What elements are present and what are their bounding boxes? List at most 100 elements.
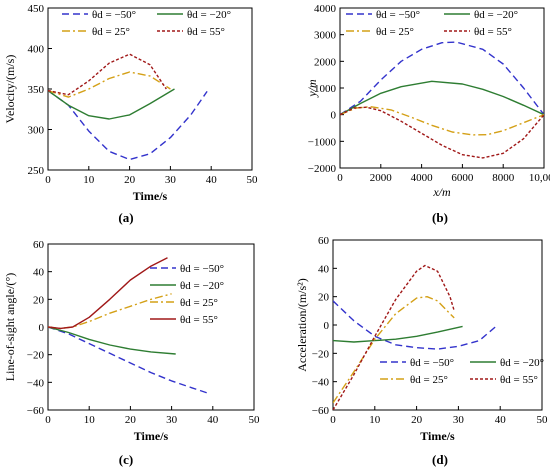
series-line-3 — [48, 53, 167, 96]
x-tick-label: 40 — [495, 414, 507, 426]
legend-label: θd = 55° — [187, 26, 225, 38]
y-tick-label: −40 — [312, 377, 330, 389]
legend-label: θd = 25° — [180, 297, 218, 309]
x-tick-label: 0 — [337, 172, 343, 184]
x-tick-label: 30 — [165, 174, 177, 186]
x-axis-title: Time/s — [134, 429, 169, 443]
legend-label: θd = −50° — [180, 263, 224, 275]
legend-label: θd = 55° — [500, 374, 538, 386]
x-tick-label: 10 — [369, 414, 381, 426]
y-tick-label: 0 — [39, 322, 45, 334]
y-tick-label: 2000 — [314, 56, 337, 68]
series-line-1 — [48, 88, 175, 120]
series-line-3 — [333, 264, 455, 410]
legend-label: θd = 25° — [376, 26, 414, 38]
x-axis-title: x/m — [432, 185, 451, 199]
chart-panel-a: 0 10 20 30 40 50 250 300 350 400 450 Time/s Velocity… — [3, 3, 258, 203]
x-tick-label: 10,000 — [529, 172, 550, 184]
x-tick-label: 50 — [247, 174, 259, 186]
y-axis-title: Acceleration/(m/s²) — [295, 278, 309, 372]
y-tick-label: −60 — [27, 405, 45, 417]
x-axis-title: Time/s — [420, 429, 455, 443]
x-tick-label: 20 — [125, 414, 137, 426]
y-tick-label: 250 — [28, 165, 45, 177]
y-tick-label: −40 — [27, 377, 45, 389]
series-line-3 — [340, 106, 544, 159]
x-tick-label: 0 — [45, 414, 51, 426]
y-axis-title: Line-of-sight angle/(°) — [3, 273, 17, 381]
series-line-0 — [340, 41, 544, 116]
legend-label: θd = −20° — [187, 9, 231, 21]
legend-label: θd = −20° — [500, 357, 544, 369]
legend-label: θd = −20° — [474, 9, 518, 21]
x-tick-label: 30 — [166, 414, 178, 426]
y-tick-label: 60 — [33, 239, 45, 251]
x-tick-label: 8000 — [492, 172, 515, 184]
x-tick-label: 4000 — [411, 172, 434, 184]
x-tick-label: 6000 — [451, 172, 474, 184]
y-tick-label: 400 — [28, 44, 45, 56]
y-tick-label: −2000 — [308, 163, 337, 175]
chart-panel-b: 0 2000 4000 6000 8000 10,000 −2000 −1000 0 1000 20… — [305, 3, 550, 199]
x-tick-label: 2000 — [370, 172, 393, 184]
series-line-1 — [340, 80, 544, 116]
x-tick-label: 50 — [537, 414, 549, 426]
panel-label: (a) — [118, 210, 133, 225]
y-tick-label: 0 — [331, 110, 337, 122]
legend-label: θd = 55° — [180, 314, 218, 326]
x-tick-label: 30 — [453, 414, 465, 426]
legend-label: θd = 25° — [410, 374, 448, 386]
y-axis-title: Velocity/(m/s) — [3, 55, 17, 124]
y-tick-label: 450 — [28, 3, 45, 15]
series-line-2 — [340, 106, 544, 136]
y-tick-label: 3000 — [314, 30, 337, 42]
series-line-2 — [48, 71, 171, 98]
legend-label: θd = −20° — [180, 280, 224, 292]
y-tick-label: 350 — [28, 84, 45, 96]
x-tick-label: 50 — [249, 414, 261, 426]
x-tick-label: 20 — [124, 174, 136, 186]
x-tick-label: 40 — [206, 174, 218, 186]
plot-frame — [339, 7, 545, 169]
series-line-2 — [48, 293, 172, 330]
y-tick-label: 300 — [28, 125, 45, 137]
y-tick-label: 20 — [318, 292, 330, 304]
series-line-0 — [48, 90, 208, 161]
series-line-2 — [333, 296, 455, 404]
panel-label: (c) — [119, 452, 133, 467]
series-line-3 — [48, 257, 168, 330]
x-tick-label: 0 — [330, 414, 336, 426]
y-tick-label: −1000 — [308, 136, 337, 148]
series-line-0 — [333, 300, 497, 350]
x-tick-label: 10 — [83, 174, 95, 186]
y-tick-label: 40 — [318, 263, 330, 275]
chart-panel-c: 0 10 20 30 40 50 −60 −40 −20 0 20 40 60 Time/s Line-of… — [3, 239, 260, 443]
y-tick-label: 0 — [324, 320, 330, 332]
series-line-0 — [48, 326, 209, 395]
x-tick-label: 20 — [411, 414, 423, 426]
y-tick-label: 1000 — [314, 83, 337, 95]
y-tick-label: 60 — [318, 235, 330, 247]
legend-label: θd = 55° — [474, 26, 512, 38]
y-axis-title: y/m — [305, 79, 319, 98]
legend-label: θd = −50° — [410, 357, 454, 369]
legend-label: θd = −50° — [376, 9, 420, 21]
y-tick-label: −20 — [312, 348, 330, 360]
legend-label: θd = −50° — [92, 9, 136, 21]
panel-label: (d) — [432, 452, 448, 467]
y-tick-label: −60 — [312, 405, 330, 417]
legend-label: θd = 25° — [92, 26, 130, 38]
series-line-1 — [48, 326, 176, 355]
y-tick-label: 20 — [33, 294, 45, 306]
y-tick-label: −20 — [27, 350, 45, 362]
y-tick-label: 40 — [33, 267, 45, 279]
y-tick-label: 4000 — [314, 3, 337, 15]
series-line-1 — [333, 325, 463, 343]
chart-panel-d: 0 10 20 30 40 50 −60 −40 −20 0 20 40 60 Time/s Acceler… — [295, 235, 548, 443]
panel-label: (b) — [432, 210, 448, 225]
x-tick-label: 0 — [45, 174, 51, 186]
x-tick-label: 10 — [84, 414, 96, 426]
x-tick-label: 40 — [207, 414, 219, 426]
x-axis-title: Time/s — [133, 189, 168, 203]
